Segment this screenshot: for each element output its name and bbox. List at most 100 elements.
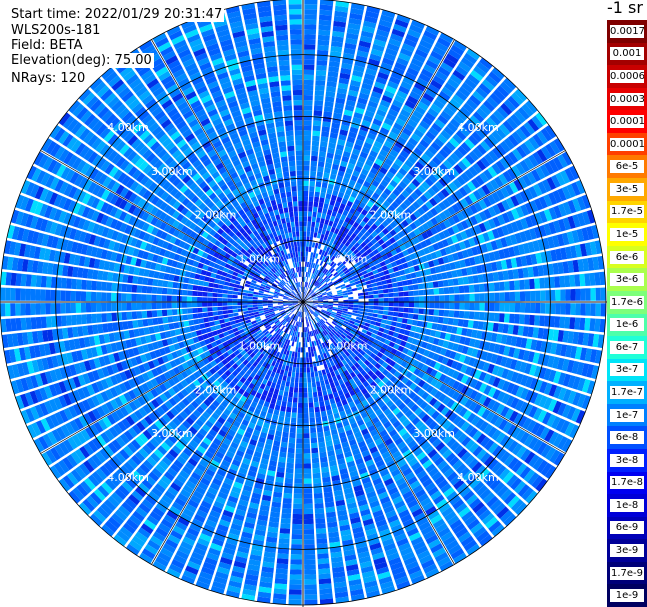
ray-gate bbox=[326, 86, 336, 93]
ray-gate bbox=[280, 405, 286, 412]
ray-gate bbox=[344, 337, 350, 343]
ray-gate bbox=[316, 276, 321, 282]
ray-gate bbox=[389, 229, 397, 237]
ray-gate bbox=[389, 375, 397, 383]
ray-gate bbox=[365, 137, 375, 145]
ray-gate bbox=[281, 513, 291, 519]
ray-gate bbox=[416, 451, 427, 461]
ray-gate bbox=[370, 320, 377, 326]
ray-gate bbox=[402, 145, 413, 155]
ray-gate bbox=[496, 106, 509, 119]
ray-gate bbox=[498, 419, 508, 431]
ray-gate bbox=[378, 19, 393, 28]
ray-gate bbox=[346, 94, 357, 102]
ray-gate bbox=[394, 437, 404, 446]
ray-gate bbox=[560, 303, 566, 315]
ray-gate bbox=[523, 157, 535, 170]
ray-gate bbox=[351, 312, 358, 317]
ray-gate bbox=[345, 189, 352, 196]
ray-gate bbox=[416, 124, 427, 134]
ray-gate bbox=[409, 222, 417, 230]
ray-gate bbox=[533, 226, 542, 239]
ray-gate bbox=[492, 147, 503, 159]
ray-gate bbox=[304, 49, 316, 55]
ray-gate bbox=[466, 543, 480, 556]
ray-gate bbox=[365, 68, 377, 76]
ray-gate bbox=[496, 85, 510, 98]
ray-gate bbox=[276, 558, 289, 565]
ray-gate bbox=[437, 133, 448, 144]
ray-gate bbox=[383, 297, 389, 302]
ray-gate bbox=[303, 302, 308, 304]
ray-gate bbox=[430, 79, 443, 90]
ray-gate bbox=[317, 243, 322, 250]
ray-gate bbox=[319, 278, 324, 284]
ray-gate bbox=[314, 100, 324, 106]
ray-gate bbox=[356, 372, 364, 380]
ray-gate bbox=[536, 459, 548, 474]
ray-gate bbox=[233, 315, 240, 320]
ray-gate bbox=[567, 200, 577, 214]
ray-gate bbox=[304, 574, 317, 580]
ray-gate bbox=[398, 180, 408, 189]
ray-gate bbox=[291, 407, 297, 413]
ray-gate bbox=[409, 480, 421, 490]
ray-gate bbox=[274, 578, 288, 585]
ray-gate bbox=[312, 252, 316, 258]
ray-gate bbox=[473, 339, 481, 349]
ray-gate bbox=[391, 28, 405, 38]
ray-gate bbox=[400, 360, 408, 368]
ray-gate bbox=[431, 274, 438, 281]
ray-gate bbox=[334, 153, 342, 161]
ray-gate bbox=[532, 439, 543, 453]
ray-gate bbox=[402, 467, 413, 477]
ray-gate bbox=[478, 312, 485, 321]
ray-gate bbox=[535, 166, 546, 180]
ray-gate bbox=[383, 306, 389, 311]
ray-gate bbox=[483, 423, 493, 435]
ray-gate bbox=[525, 254, 533, 266]
ray-gate bbox=[373, 325, 380, 331]
ray-gate bbox=[545, 143, 556, 157]
ray-gate bbox=[303, 145, 311, 151]
ray-gate bbox=[532, 240, 540, 252]
ray-gate bbox=[443, 487, 455, 498]
ray-gate bbox=[199, 323, 206, 329]
ray-gate bbox=[312, 268, 316, 274]
ray-gate bbox=[333, 251, 339, 257]
ray-gate bbox=[309, 241, 313, 248]
ray-gate bbox=[445, 141, 456, 152]
ray-gate bbox=[360, 363, 367, 370]
ray-gate bbox=[466, 118, 478, 130]
ray-gate bbox=[372, 313, 378, 318]
ray-gate bbox=[152, 317, 159, 325]
ray-gate bbox=[414, 488, 426, 499]
ray-gate bbox=[359, 321, 366, 326]
ray-gate bbox=[361, 270, 368, 275]
ray-gate bbox=[502, 270, 509, 280]
ray-gate bbox=[333, 298, 339, 301]
ray-gate bbox=[342, 151, 351, 158]
ray-gate bbox=[397, 312, 404, 318]
ray-gate bbox=[375, 76, 388, 85]
ray-gate bbox=[315, 258, 320, 265]
ray-gate bbox=[460, 374, 469, 384]
ray-gate bbox=[489, 179, 500, 191]
ray-gate bbox=[333, 107, 344, 115]
ray-gate bbox=[446, 437, 457, 448]
ray-gate bbox=[373, 384, 381, 392]
ray-gate bbox=[402, 335, 409, 342]
ray-gate bbox=[427, 282, 434, 289]
ray-gate bbox=[317, 431, 324, 438]
ray-gate bbox=[506, 168, 517, 180]
ray-gate bbox=[417, 234, 425, 242]
ray-gate bbox=[278, 389, 284, 396]
ray-gate bbox=[429, 302, 435, 309]
ray-gate bbox=[297, 352, 301, 358]
ray-gate bbox=[494, 292, 500, 302]
ray-gate bbox=[328, 344, 334, 350]
ray-gate bbox=[415, 174, 424, 184]
ray-gate bbox=[342, 339, 348, 345]
ray-gate bbox=[490, 353, 498, 364]
ray-gate bbox=[533, 183, 543, 197]
